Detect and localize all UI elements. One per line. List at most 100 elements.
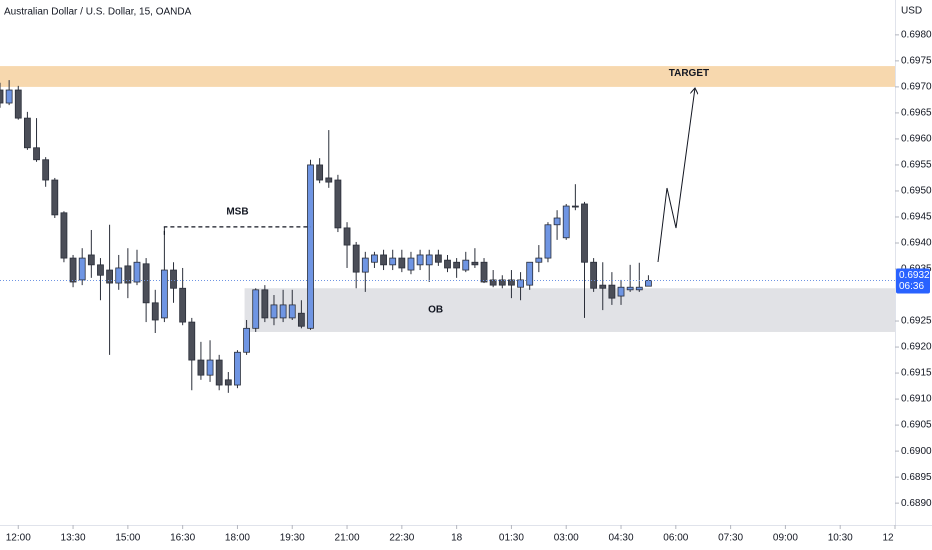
candle-body: [51, 179, 59, 216]
candle-body: [608, 284, 616, 299]
x-tick-label: 03:00: [554, 533, 579, 544]
zone-label: TARGET: [669, 68, 709, 79]
last-price-box: [896, 268, 930, 294]
candle-body: [645, 280, 652, 287]
candle-body: [14, 89, 22, 119]
candle-body: [33, 147, 40, 161]
x-tick-label: 18:00: [225, 533, 250, 544]
candle-body: [87, 254, 95, 266]
candle-body: [334, 179, 342, 229]
candle-body: [407, 257, 415, 271]
candle-body: [480, 261, 488, 283]
candle-body: [489, 279, 497, 286]
candle-body: [471, 261, 479, 266]
candle-body: [508, 279, 515, 286]
candle-body: [197, 359, 205, 376]
candle-body: [124, 265, 132, 284]
candle-body: [307, 164, 314, 329]
x-tick-label: 01:30: [499, 533, 524, 544]
candle-body: [553, 217, 561, 226]
candle-body: [617, 286, 625, 297]
candle-body: [635, 286, 643, 291]
x-tick-label: 13:30: [61, 533, 86, 544]
candle-body: [170, 269, 177, 289]
x-tick-label: 16:30: [170, 533, 195, 544]
candle-body: [599, 284, 607, 289]
x-tick-label: 04:30: [609, 533, 634, 544]
candle-body: [571, 205, 579, 208]
x-tick-label: 15:00: [115, 533, 140, 544]
candle-body: [0, 89, 4, 104]
x-tick-label: 07:30: [718, 533, 743, 544]
y-tick-label: 0.68900: [901, 498, 932, 509]
candle-body: [434, 254, 442, 263]
candle-body: [581, 203, 588, 263]
countdown-label: 06:36: [899, 281, 924, 292]
candle-body: [270, 304, 278, 319]
candle-body: [42, 159, 50, 181]
x-tick-label: 22:30: [389, 533, 414, 544]
x-tick-label: 12:00: [6, 533, 31, 544]
candle-body: [243, 327, 250, 353]
candle-body: [279, 304, 287, 319]
candle-body: [389, 257, 397, 266]
candle-body: [517, 279, 524, 288]
x-tick-label: 09:00: [773, 533, 798, 544]
candle-body: [69, 257, 77, 283]
x-tick-label: 10:30: [828, 533, 853, 544]
x-tick-label: 19:30: [280, 533, 305, 544]
candle-body: [97, 264, 104, 276]
candle-body: [361, 257, 369, 273]
candle-body: [224, 379, 232, 386]
last-price-label: 0.69328: [899, 270, 932, 281]
x-tick-label: 21:00: [335, 533, 360, 544]
candle-body: [60, 212, 68, 259]
candle-body: [453, 261, 461, 269]
candle-body: [23, 117, 31, 149]
candle-body: [380, 254, 387, 266]
candle-body: [142, 263, 150, 304]
candle-body: [151, 302, 159, 321]
candle-body: [288, 304, 296, 319]
candle-body: [590, 261, 598, 289]
chart-title: Australian Dollar / U.S. Dollar, 15, OAN…: [4, 7, 192, 18]
candle-body: [535, 257, 543, 263]
candle-body: [206, 359, 214, 376]
target-arrow: [657, 88, 695, 263]
candle-body: [544, 224, 552, 259]
msb-line: [163, 226, 311, 235]
candle-body: [462, 259, 470, 271]
candle-body: [179, 287, 187, 323]
x-tick-label: 06:00: [663, 533, 688, 544]
candle-body: [398, 257, 406, 269]
x-tick-label: 18: [451, 533, 463, 544]
candle-body: [297, 312, 305, 327]
candle-body: [115, 267, 123, 284]
candle-body: [371, 254, 378, 263]
msb-label: MSB: [226, 206, 248, 217]
candle-body: [425, 254, 433, 266]
candle-body: [626, 286, 634, 291]
candle-body: [444, 259, 451, 269]
currency: USD: [901, 6, 922, 17]
candle-body: [316, 164, 324, 181]
candle-body: [352, 244, 360, 273]
candle-body: [498, 279, 506, 286]
